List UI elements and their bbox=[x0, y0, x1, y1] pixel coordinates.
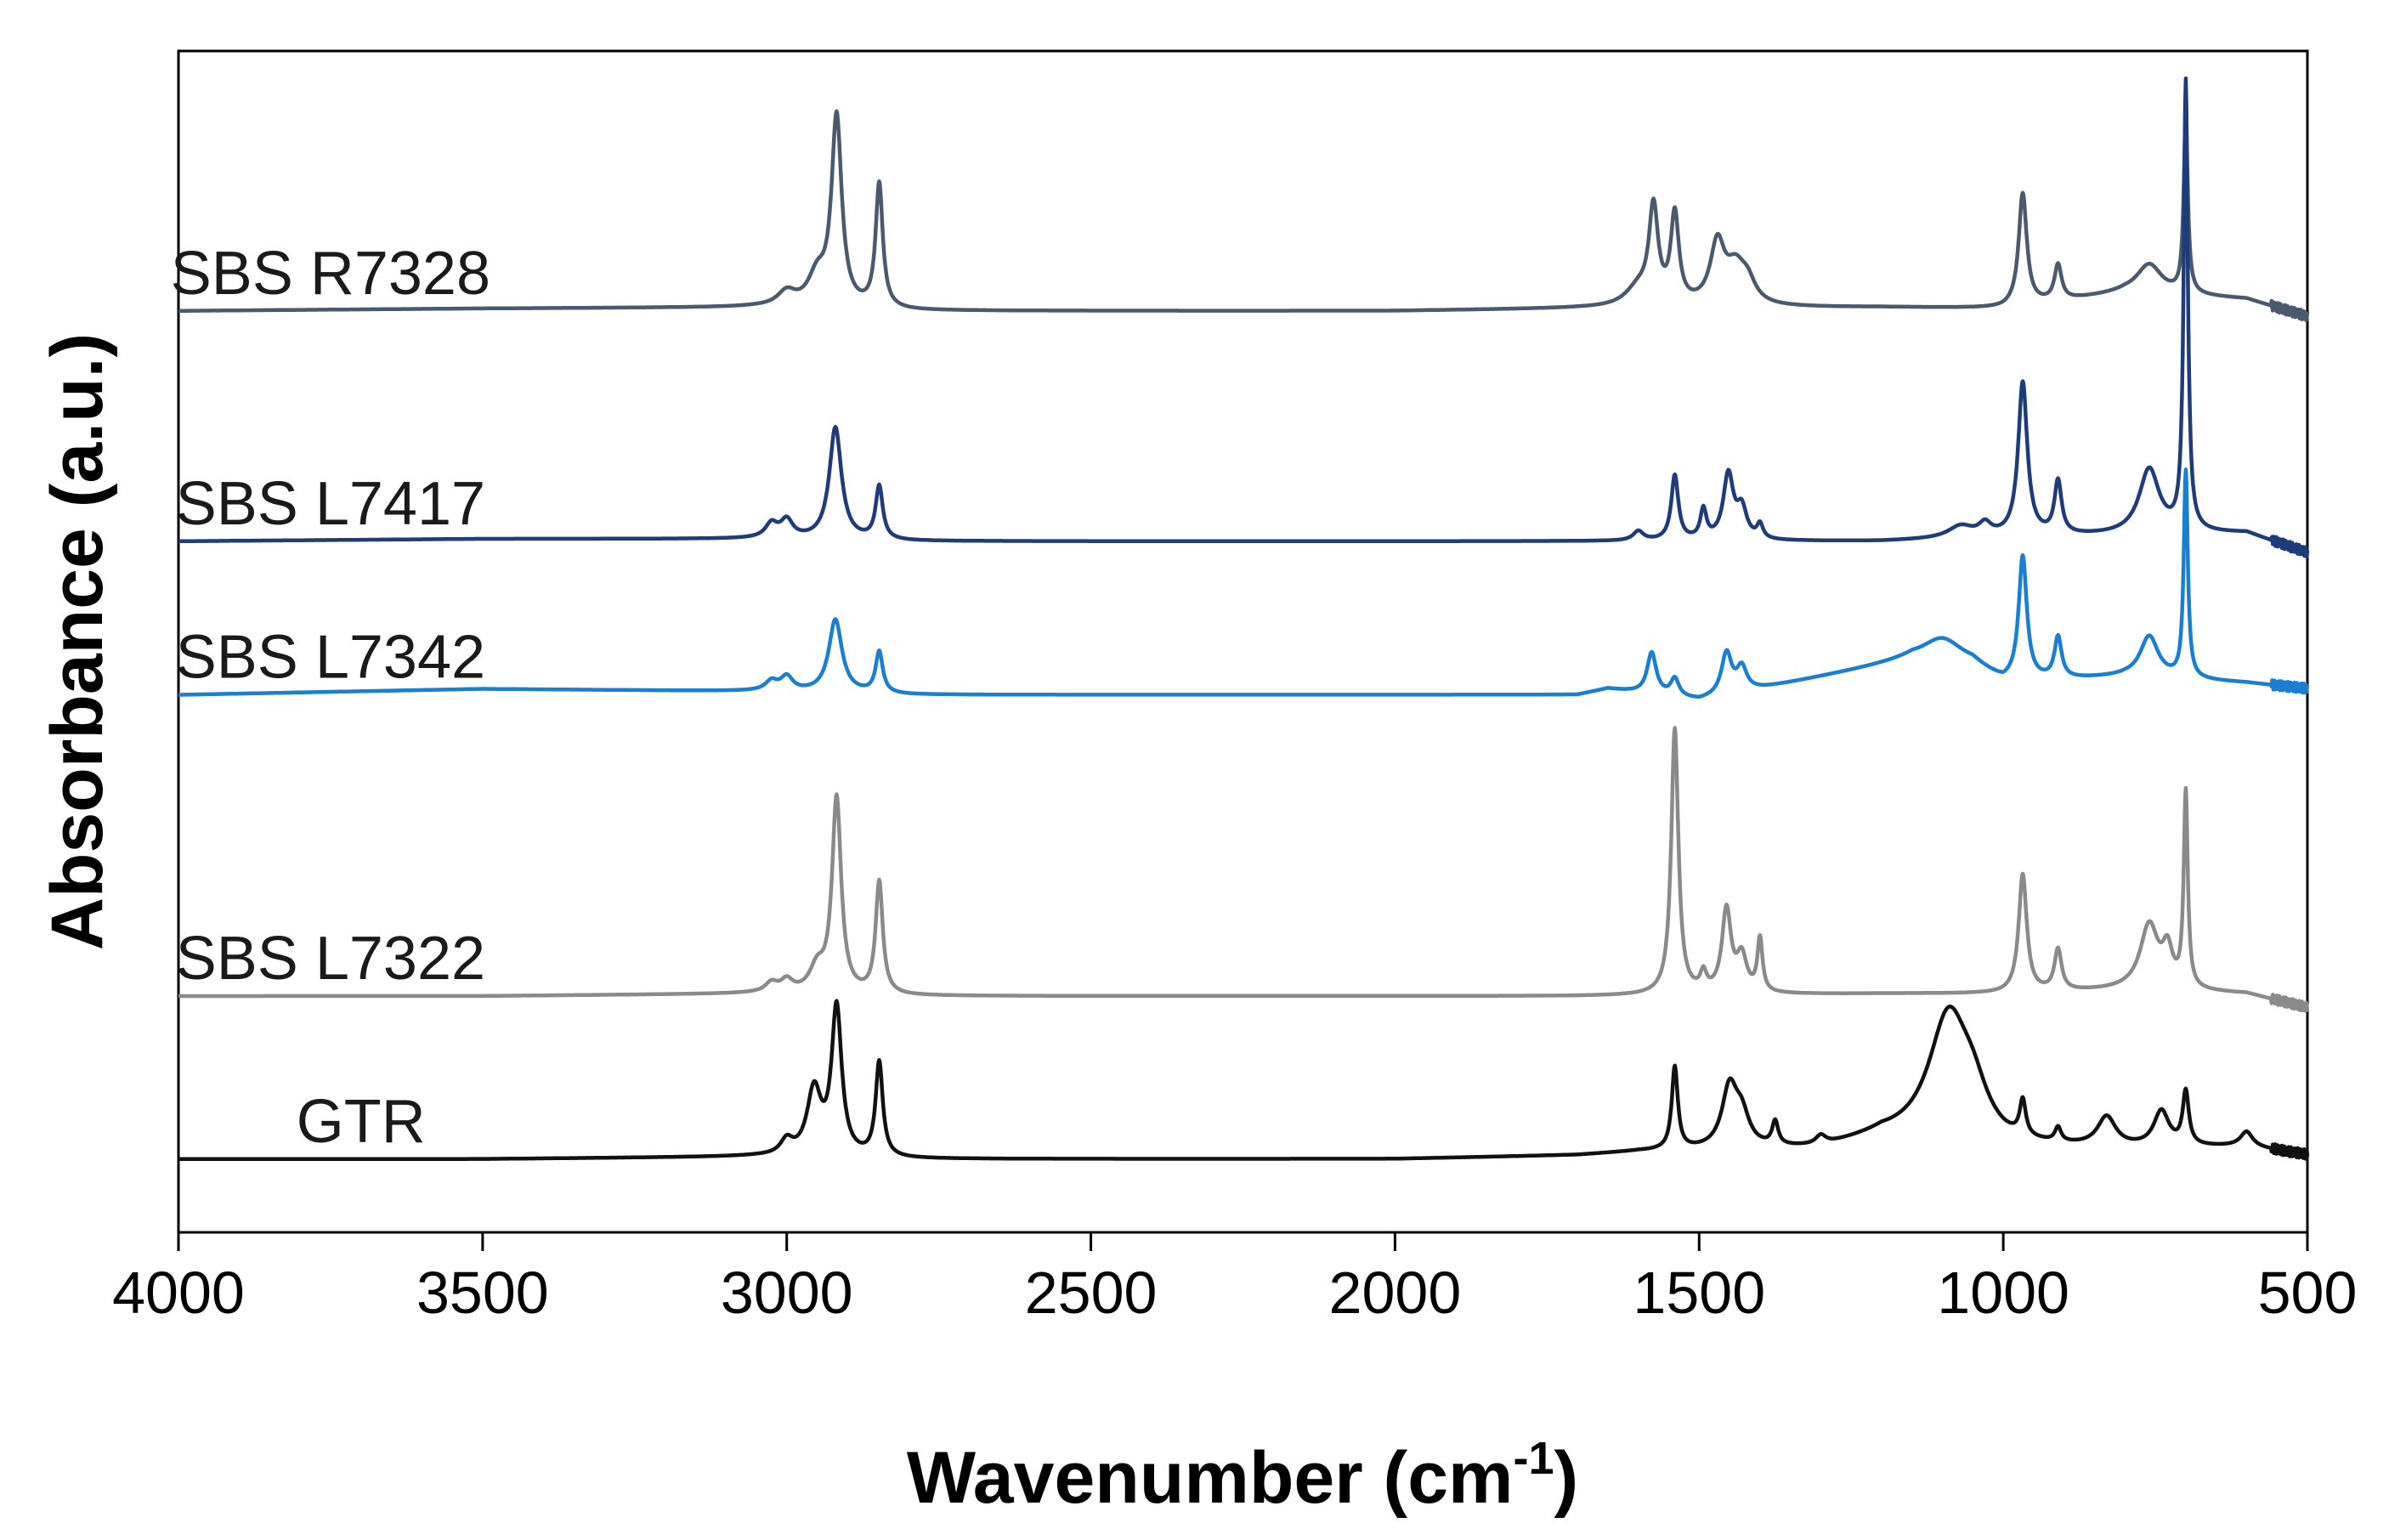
series-label-sbs-l7342: SBS L7342 bbox=[176, 624, 485, 692]
x-tick-label-1500: 1500 bbox=[1633, 1260, 1765, 1326]
series-layer bbox=[177, 76, 2310, 1161]
x-tick-label-3000: 3000 bbox=[721, 1260, 853, 1326]
x-tick-label-3500: 3500 bbox=[416, 1260, 549, 1326]
series-line-sbs-l7342 bbox=[177, 467, 2309, 699]
x-tick-label-2000: 2000 bbox=[1329, 1260, 1462, 1326]
series-label-sbs-l7322: SBS L7322 bbox=[176, 925, 485, 993]
series-line-gtr bbox=[177, 999, 2310, 1161]
series-label-sbs-r7328: SBS R7328 bbox=[171, 240, 490, 308]
series-label-gtr: GTR bbox=[297, 1088, 426, 1156]
x-axis-title-main: Wavenumber (cm bbox=[907, 1437, 1514, 1519]
x-axis-title: Wavenumber (cm-1) bbox=[907, 1433, 1578, 1519]
x-tick-label-4000: 4000 bbox=[112, 1260, 245, 1326]
series-label-sbs-l7417: SBS L7417 bbox=[176, 470, 485, 538]
series-line-sbs-l7322 bbox=[177, 726, 2310, 1013]
x-tick-layer: 4000 3500 3000 2500 2000 1500 1000 500 bbox=[112, 1232, 2357, 1326]
x-tick-label-500: 500 bbox=[2258, 1260, 2358, 1326]
series-line-sbs-r7328 bbox=[177, 109, 2310, 323]
series-line-sbs-l7417 bbox=[177, 76, 2310, 559]
x-axis-title-superscript: -1 bbox=[1514, 1433, 1554, 1484]
y-axis-title: Absorbance (a.u.) bbox=[37, 333, 118, 950]
x-axis-title-close: ) bbox=[1554, 1437, 1579, 1519]
x-tick-label-2500: 2500 bbox=[1025, 1260, 1158, 1326]
plot-frame bbox=[177, 49, 2309, 1234]
x-tick-label-1000: 1000 bbox=[1937, 1260, 2069, 1326]
series-label-layer: SBS R7328 SBS L7417 SBS L7342 SBS L7322 GTR bbox=[171, 240, 490, 1156]
